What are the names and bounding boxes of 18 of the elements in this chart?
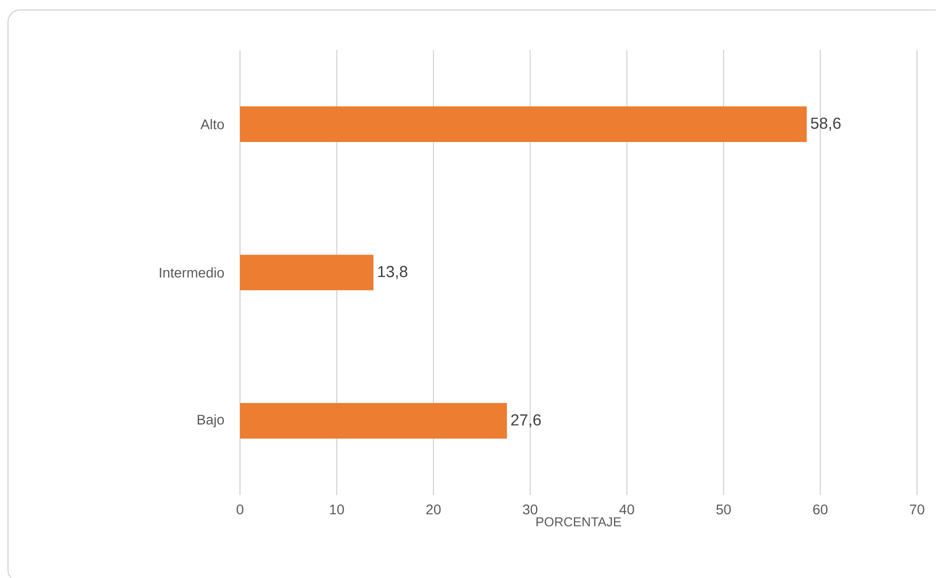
x-tick-label: 70 bbox=[910, 504, 924, 514]
x-tick-label: 10 bbox=[330, 504, 344, 514]
bar bbox=[240, 106, 807, 142]
x-axis-title: PORCENTAJE bbox=[536, 517, 621, 526]
bar bbox=[240, 403, 507, 439]
x-tick-label: 20 bbox=[426, 504, 441, 514]
data-label: 13,8 bbox=[378, 266, 408, 280]
data-label: 58,6 bbox=[810, 118, 841, 131]
x-tick-label: 50 bbox=[716, 504, 731, 514]
y-tick-label: Intermedio bbox=[160, 267, 224, 278]
bar bbox=[240, 254, 374, 290]
x-tick-label: 0 bbox=[236, 504, 244, 514]
y-tick-label: Bajo bbox=[198, 414, 224, 428]
x-tick-label: 60 bbox=[813, 504, 828, 514]
data-label: 27,6 bbox=[511, 414, 541, 428]
x-tick-label: 40 bbox=[619, 504, 634, 514]
x-tick-label: 30 bbox=[522, 504, 538, 514]
y-tick-label: Alto bbox=[200, 119, 224, 130]
